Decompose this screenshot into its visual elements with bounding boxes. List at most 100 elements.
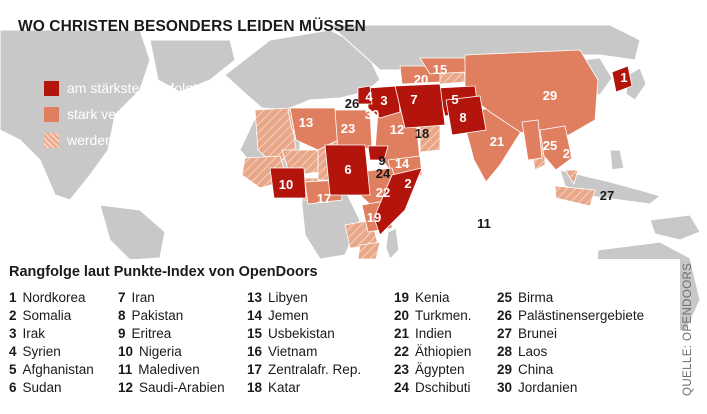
ranking-column-5: 25 Birma 26 Palästinensergebiete 27 Brunei … [497, 289, 644, 397]
legend-item-bedraengt: werden bedrängt [44, 131, 172, 149]
ranking-column-2: 7 Iran 8 Pakistan 9 Eritrea 10 Nigeria 11 Mal… [118, 289, 225, 397]
indonesia-hatched [554, 185, 596, 207]
ranking-number: 25 [497, 290, 513, 305]
ranking-number: 3 [9, 326, 17, 341]
south-america [99, 204, 166, 261]
map-label-14: 14 [395, 156, 410, 171]
ranking-number: 27 [497, 326, 513, 341]
eritrea [367, 145, 389, 161]
nigeria [269, 167, 307, 199]
ranking-number: 6 [9, 380, 17, 395]
ranking-item: 1 Nordkorea [9, 289, 94, 307]
ranking-item: 13 Libyen [247, 289, 361, 307]
japan [625, 67, 647, 101]
malaysia-hatched [564, 169, 579, 185]
ranking-number: 4 [9, 344, 17, 359]
ranking-item: 28 Laos [497, 343, 644, 361]
ranking-country: Katar [268, 380, 301, 395]
ranking-item: 29 China [497, 361, 644, 379]
page-title: WO CHRISTEN BESONDERS LEIDEN MÜSSEN [18, 18, 366, 35]
ranking-country: Libyen [268, 290, 308, 305]
ranking-item: 23 Ägypten [394, 361, 472, 379]
map-label-19: 19 [367, 210, 381, 225]
ranking-country: Turkmen. [415, 308, 472, 323]
ranking-item: 21 Indien [394, 325, 472, 343]
pakistan [445, 95, 487, 136]
ranking-item: 19 Kenia [394, 289, 472, 307]
legend-label-staerksten: am stärksten verfolgt [67, 80, 197, 96]
map-label-1: 1 [620, 70, 627, 85]
map-label-21: 21 [490, 134, 504, 149]
map-label-26: 26 [345, 96, 359, 111]
ranking-country: Birma [518, 290, 554, 305]
ranking-number: 24 [394, 380, 410, 395]
ranking-country: Iran [131, 290, 155, 305]
north-korea [611, 65, 633, 93]
legend-swatch-staerksten [44, 80, 59, 96]
ranking-item: 15 Usbekistan [247, 325, 361, 343]
map-label-3: 3 [380, 93, 387, 108]
laos-vietnam [539, 125, 573, 171]
map-label-16: 16 [575, 132, 589, 147]
countries-staerksten [269, 65, 633, 236]
map-label-25: 25 [543, 138, 557, 153]
ranking-number: 30 [497, 380, 513, 395]
ranking-item: 14 Jemen [247, 307, 361, 325]
ranking-country: Somalia [22, 308, 72, 323]
ranking-number: 14 [247, 308, 263, 323]
map-label-23: 23 [341, 121, 355, 136]
ranking-item: 7 Iran [118, 289, 225, 307]
ranking-country: Indien [415, 326, 452, 341]
ranking-number: 18 [247, 380, 263, 395]
ranking-country: Jordanien [518, 380, 578, 395]
ranking-item: 25 Birma [497, 289, 644, 307]
ranking-number: 9 [118, 326, 126, 341]
ranking-number: 22 [394, 344, 410, 359]
ranking-country: Jemen [268, 308, 309, 323]
ranking-country: Zentralafr. Rep. [268, 362, 362, 377]
ranking-number: 8 [118, 308, 126, 323]
ranking-country: Ägypten [415, 362, 465, 377]
greenland [149, 39, 236, 93]
map-label-28: 28 [563, 146, 577, 161]
map-label-20: 20 [414, 72, 428, 87]
ranking-number: 21 [394, 326, 410, 341]
map-label-24: 24 [376, 166, 391, 181]
ranking-item: 6 Sudan [9, 379, 94, 397]
legend-swatch-bedraengt [44, 132, 59, 148]
ranking-number: 29 [497, 362, 513, 377]
ranking-country: Syrien [22, 344, 61, 359]
map-label-5: 5 [451, 92, 458, 107]
map-label-11: 11 [477, 216, 491, 231]
map-label-18: 18 [415, 126, 429, 141]
ranking-country: Vietnam [268, 344, 318, 359]
map-label-29: 29 [543, 88, 557, 103]
papua [649, 214, 701, 241]
ranking-item: 4 Syrien [9, 343, 94, 361]
map-label-15: 15 [433, 62, 447, 77]
ranking-item: 8 Pakistan [118, 307, 225, 325]
ranking-item: 3 Irak [9, 325, 94, 343]
map-label-22: 22 [376, 185, 390, 200]
ranking-item: 24 Dschibuti [394, 379, 472, 397]
ranking-number: 23 [394, 362, 410, 377]
ranking-number: 13 [247, 290, 263, 305]
ranking-item: 10 Nigeria [118, 343, 225, 361]
map-label-17: 17 [317, 191, 331, 206]
ranking-country: Nigeria [139, 344, 182, 359]
syria [357, 85, 373, 105]
ranking-number: 26 [497, 308, 513, 323]
iran [394, 83, 446, 129]
ranking-number: 17 [247, 362, 263, 377]
legend-swatch-stark [44, 106, 59, 122]
ranking-number: 15 [247, 326, 263, 341]
ranking-item: 12 Saudi-Arabien [118, 379, 225, 397]
map-label-27: 27 [600, 188, 614, 203]
north-america [0, 29, 151, 201]
map-label-13: 13 [299, 115, 313, 130]
ranking-item: 5 Afghanistan [9, 361, 94, 379]
ranking-number: 10 [118, 344, 134, 359]
ranking-country: Kenia [415, 290, 450, 305]
